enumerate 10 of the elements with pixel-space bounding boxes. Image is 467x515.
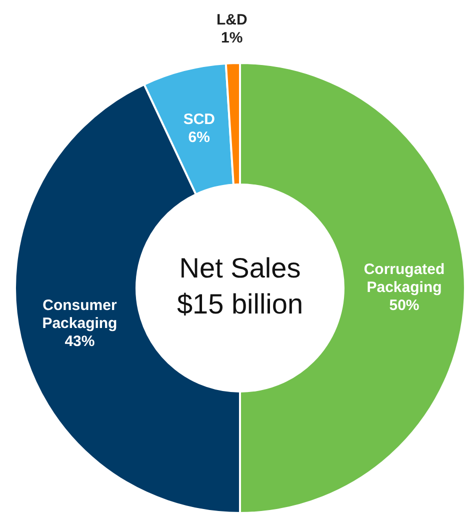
data-label: 6% bbox=[188, 129, 210, 146]
slice-label: SCD bbox=[183, 111, 216, 128]
data-label: 50% bbox=[389, 297, 420, 314]
data-label: 43% bbox=[64, 332, 95, 350]
slice-label: L&D bbox=[216, 11, 248, 28]
slice-label: Consumer Packaging bbox=[42, 296, 118, 332]
data-label: 1% bbox=[221, 29, 243, 46]
slice-label: Corrugated Packaging bbox=[364, 261, 445, 296]
text: $15 billion bbox=[176, 288, 304, 320]
text: Net Sales bbox=[179, 252, 301, 284]
